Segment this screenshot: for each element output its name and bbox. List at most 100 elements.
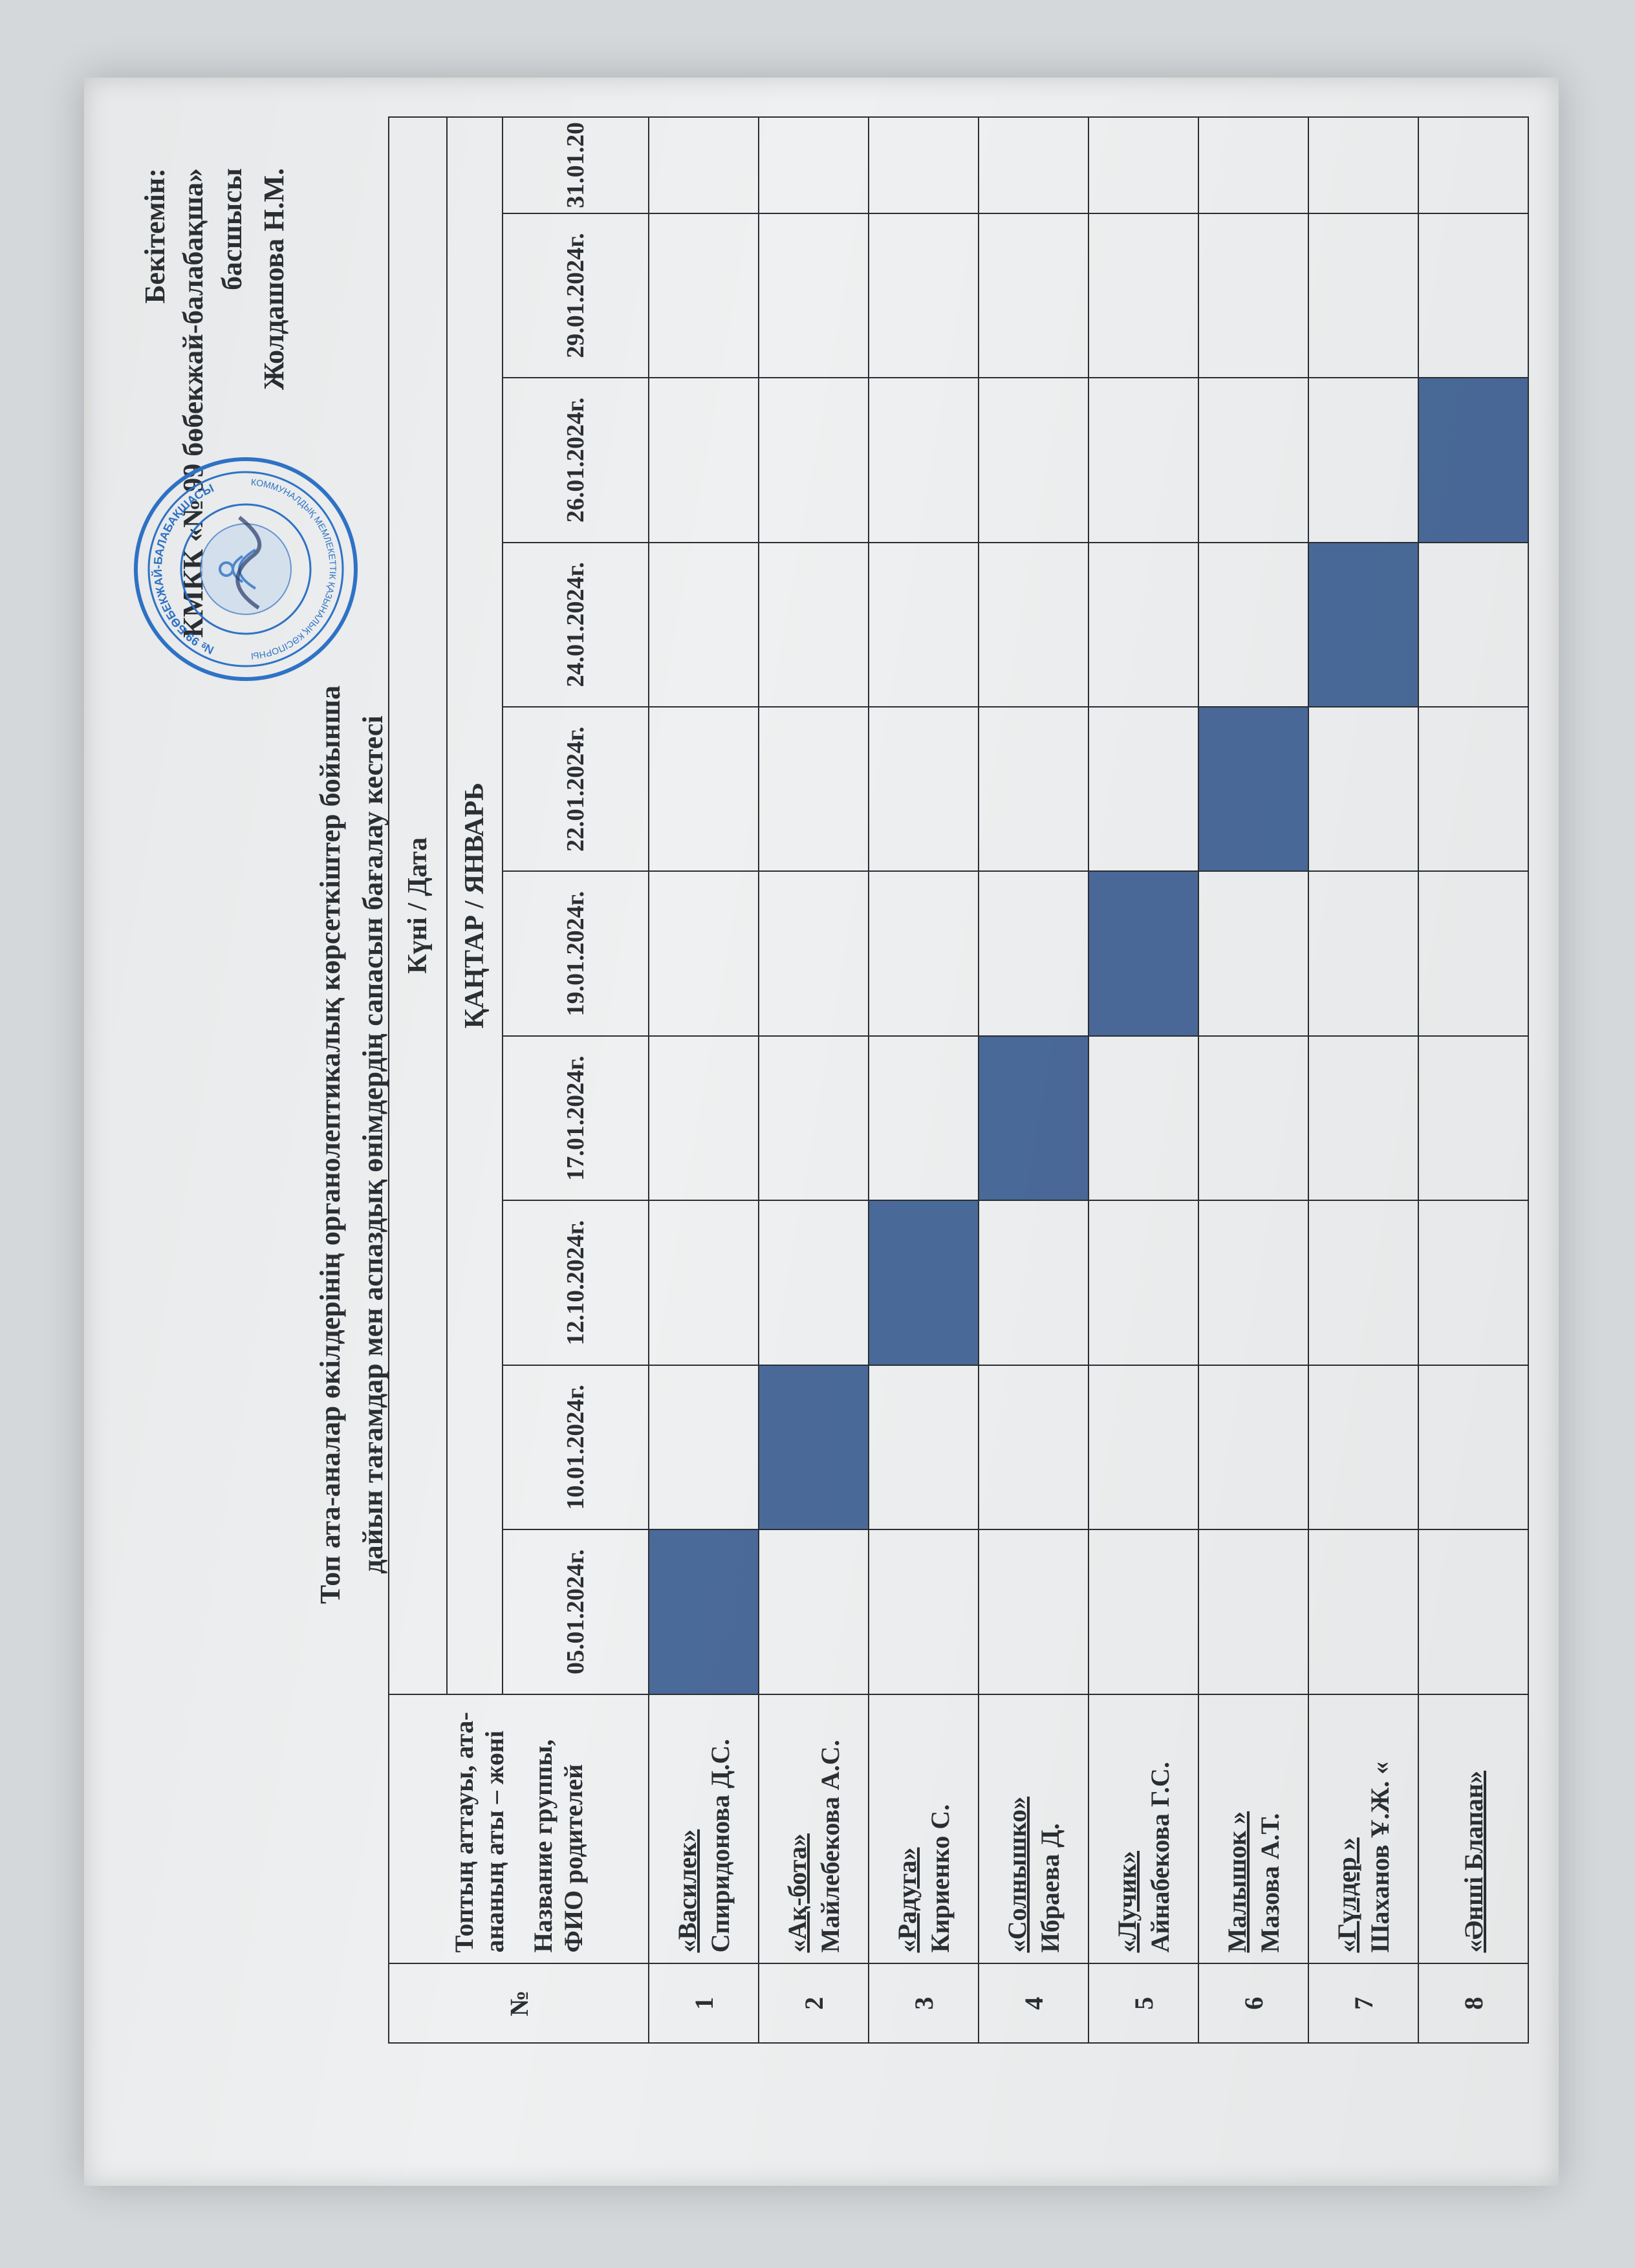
schedule-cell (1198, 378, 1308, 542)
parent-fio: Ибраева Д. (1035, 1705, 1065, 1953)
schedule-cell (649, 1365, 759, 1529)
table-row: 6Малышок »Мазова А.Т. (1198, 117, 1308, 2043)
schedule-cell (979, 1365, 1088, 1529)
schedule-cell (1418, 543, 1528, 707)
row-name: Малышок »Мазова А.Т. (1198, 1694, 1308, 1964)
scanned-page: Бекітемін: КМКК «№ 99 бөбекжай-балабақша… (84, 78, 1559, 2186)
schedule-cell (759, 1365, 869, 1529)
schedule-cell (869, 1365, 979, 1529)
schedule-cell (1088, 1036, 1198, 1200)
table-row: 2«Ақ-бота»Майлебекова А.С. (759, 117, 869, 2043)
schedule-cell (979, 378, 1088, 542)
parent-fio: Спиридонова Д.С. (705, 1705, 735, 1953)
schedule-cell (1418, 117, 1528, 213)
schedule-cell (869, 378, 979, 542)
schedule-cell (1308, 117, 1418, 213)
date-header: 10.01.2024г. (503, 1365, 649, 1529)
schedule-cell (1088, 707, 1198, 871)
schedule-cell (1308, 1200, 1418, 1365)
schedule-cell (649, 871, 759, 1035)
col-header-name-kk: Топтың аттауы, ата- ананың аты – жөні (449, 1712, 509, 1952)
schedule-cell (869, 871, 979, 1035)
group-name: «Гүлдер » (1332, 1705, 1362, 1953)
schedule-cell (979, 213, 1088, 378)
table-row: 8 «Әнші Блапан» (1418, 117, 1528, 2043)
schedule-cell (759, 871, 869, 1035)
schedule-cell (979, 707, 1088, 871)
date-header: 26.01.2024г. (503, 378, 649, 542)
schedule-cell (1308, 378, 1418, 542)
schedule-cell (1198, 707, 1308, 871)
group-name: «Лучик» (1112, 1705, 1142, 1953)
row-number: 8 (1418, 1963, 1528, 2043)
table-row: 5«Лучик»Айнабекова Г.С. (1088, 117, 1198, 2043)
col-header-number: № (389, 1963, 649, 2043)
schedule-cell (1198, 1365, 1308, 1529)
schedule-cell (869, 1036, 979, 1200)
row-number: 6 (1198, 1963, 1308, 2043)
parent-fio: Майлебекова А.С. (815, 1705, 845, 1953)
group-name: «Әнші Блапан» (1458, 1705, 1489, 1953)
group-name: Малышок » (1222, 1705, 1252, 1953)
schedule-cell (1088, 1200, 1198, 1365)
schedule-cell (1308, 1365, 1418, 1529)
schedule-cell (1308, 1036, 1418, 1200)
schedule-cell (869, 543, 979, 707)
schedule-cell (759, 117, 869, 213)
schedule-cell (1308, 543, 1418, 707)
group-name: «Василек» (672, 1705, 702, 1953)
date-header: 19.01.2024г. (503, 871, 649, 1035)
col-header-date: Күні / Дата (389, 117, 447, 1694)
title-line-1: Топ ата-аналар өкілдерінің органолептика… (310, 168, 351, 2121)
schedule-cell (1198, 1036, 1308, 1200)
parent-fio: Шаханов Ұ.Ж. « (1365, 1705, 1395, 1953)
row-name: «Лучик»Айнабекова Г.С. (1088, 1694, 1198, 1964)
row-name: «Солнышко»Ибраева Д. (979, 1694, 1088, 1964)
schedule-cell (1418, 1365, 1528, 1529)
schedule-cell (869, 707, 979, 871)
date-header: 22.01.2024г. (503, 707, 649, 871)
schedule-cell (1088, 117, 1198, 213)
table-row: 3«Радуга»Кириенко С. (869, 117, 979, 2043)
schedule-cell (1418, 707, 1528, 871)
date-header: 05.01.2024г. (503, 1529, 649, 1694)
schedule-cell (1088, 213, 1198, 378)
schedule-cell (1198, 1529, 1308, 1694)
col-header-month: ҚАҢТАР / ЯНВАРЬ (447, 117, 503, 1694)
schedule-cell (649, 707, 759, 871)
schedule-cell (869, 213, 979, 378)
row-name: «Василек»Спиридонова Д.С. (649, 1694, 759, 1964)
schedule-cell (649, 117, 759, 213)
table-row: 4«Солнышко»Ибраева Д. (979, 117, 1088, 2043)
schedule-cell (1308, 213, 1418, 378)
schedule-cell (759, 543, 869, 707)
schedule-cell (759, 213, 869, 378)
schedule-cell (979, 117, 1088, 213)
schedule-cell (649, 378, 759, 542)
schedule-cell (1198, 543, 1308, 707)
schedule-cell (1418, 1036, 1528, 1200)
col-header-name: Топтың аттауы, ата- ананың аты – жөні На… (389, 1694, 649, 1964)
schedule-cell (869, 1529, 979, 1694)
date-header: 24.01.2024г. (503, 543, 649, 707)
schedule-cell (1418, 213, 1528, 378)
row-number: 7 (1308, 1963, 1418, 2043)
schedule-cell (759, 1200, 869, 1365)
schedule-cell (1198, 871, 1308, 1035)
schedule-cell (869, 1200, 979, 1365)
title-block: Топ ата-аналар өкілдерінің органолептика… (310, 168, 393, 2121)
table-row: 7 «Гүлдер »Шаханов Ұ.Ж. « (1308, 117, 1418, 2043)
schedule-cell (1088, 378, 1198, 542)
schedule-cell (1088, 871, 1198, 1035)
schedule-cell (759, 1036, 869, 1200)
schedule-body: 1«Василек»Спиридонова Д.С.2«Ақ-бота»Майл… (649, 117, 1528, 2043)
date-header: 29.01.2024г. (503, 213, 649, 378)
schedule-cell (1088, 543, 1198, 707)
group-name: «Солнышко» (1002, 1705, 1032, 1953)
schedule-cell (1418, 378, 1528, 542)
table-row: 1«Василек»Спиридонова Д.С. (649, 117, 759, 2043)
date-header: 31.01.20 (503, 117, 649, 213)
schedule-cell (1198, 1200, 1308, 1365)
schedule-table: № Топтың аттауы, ата- ананың аты – жөні … (388, 116, 1529, 2044)
schedule-cell (869, 117, 979, 213)
